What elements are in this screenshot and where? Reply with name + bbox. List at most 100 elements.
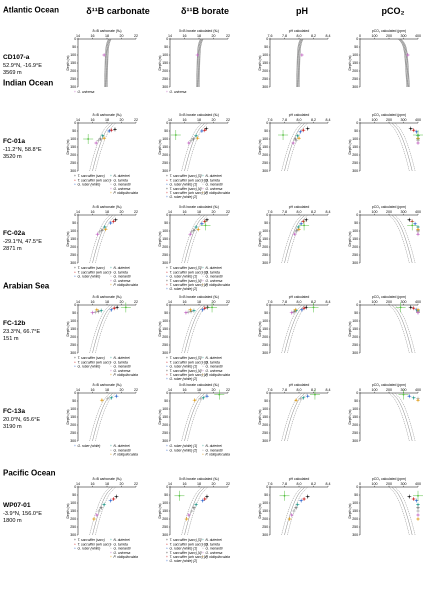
legend-entry: G. menardii xyxy=(114,275,131,279)
y-axis-label: Depth (m) xyxy=(158,231,162,246)
x-tick-label: 14 xyxy=(76,118,80,122)
legend-marker: + xyxy=(202,448,204,452)
y-tick-label: 200 xyxy=(162,423,168,427)
x-tick-label: 16 xyxy=(183,34,187,38)
y-tick-label: 200 xyxy=(352,517,358,521)
data-point xyxy=(100,506,103,509)
y-axis-label: Depth (m) xyxy=(348,139,352,154)
legend-entry: G. menardii xyxy=(114,448,131,452)
model-curve xyxy=(388,214,410,264)
y-tick-label: 300 xyxy=(262,533,268,537)
y-tick-label: 250 xyxy=(70,343,76,347)
y-tick-label: 150 xyxy=(262,237,268,241)
axis-title-bor: δ¹¹B borate calculated (‰) xyxy=(179,29,219,33)
data-point xyxy=(101,229,103,232)
legend-marker: + xyxy=(74,538,76,542)
y-tick-label: 250 xyxy=(162,161,168,165)
legend-entry: T. sacculifer (w/o sacc) [4] xyxy=(170,191,208,195)
data-point xyxy=(189,308,192,311)
y-tick-label: 50 xyxy=(164,493,168,497)
legend-marker: + xyxy=(202,275,204,279)
y-axis-label: Depth (m) xyxy=(66,139,70,154)
y-tick-label: 100 xyxy=(352,229,358,233)
y-tick-label: 250 xyxy=(70,77,76,81)
y-tick-label: 0 xyxy=(74,213,76,217)
y-tick-label: 250 xyxy=(352,525,358,529)
x-tick-label: 16 xyxy=(183,210,187,214)
x-tick-label: 300 xyxy=(401,118,407,122)
data-point xyxy=(417,311,419,314)
y-tick-label: 0 xyxy=(266,391,268,395)
data-point xyxy=(417,518,419,520)
legend-marker: + xyxy=(166,287,168,291)
legend-marker: + xyxy=(202,174,204,178)
data-point xyxy=(303,224,305,227)
legend-entry: T. sacculifer (sacc) [4] xyxy=(170,551,202,555)
x-tick-label: 22 xyxy=(134,482,138,486)
legend-entry: G. menardii xyxy=(206,275,223,279)
model-curve xyxy=(187,392,208,442)
y-tick-label: 0 xyxy=(74,303,76,307)
data-point xyxy=(417,399,419,402)
y-tick-label: 0 xyxy=(356,391,358,395)
legend-marker: + xyxy=(74,266,76,270)
legend-entry: T. sacculifer (sacc) [4] xyxy=(170,369,202,373)
legend-entry: T. sacculifer (sacc) [4] xyxy=(170,279,202,283)
site-name: FC-01a xyxy=(3,138,25,145)
y-tick-label: 150 xyxy=(352,327,358,331)
legend-entry: T. sacculifer (w/o sacc) xyxy=(78,542,111,546)
site-location: 52.9°N, -16.9°E xyxy=(3,63,42,69)
y-tick-label: 150 xyxy=(162,415,168,419)
data-point xyxy=(406,54,409,56)
y-tick-label: 300 xyxy=(162,533,168,537)
legend-entry: N. dutertrei xyxy=(114,538,131,542)
y-tick-label: 300 xyxy=(70,533,76,537)
y-tick-label: 0 xyxy=(266,213,268,217)
y-tick-label: 250 xyxy=(70,253,76,257)
data-point xyxy=(115,395,118,398)
y-tick-label: 250 xyxy=(70,525,76,529)
legend-entry: T. sacculifer (sacc) [3] xyxy=(170,174,202,178)
data-point xyxy=(409,127,412,130)
y-tick-label: 50 xyxy=(264,399,268,403)
y-tick-label: 100 xyxy=(70,229,76,233)
legend-marker: + xyxy=(166,187,168,191)
legend-marker: + xyxy=(110,275,112,279)
model-curve xyxy=(394,304,416,354)
legend-marker: + xyxy=(110,187,112,191)
model-curve xyxy=(281,392,303,442)
data-point xyxy=(303,307,305,310)
legend-marker: + xyxy=(74,360,76,364)
y-axis-label: Depth (m) xyxy=(348,321,352,336)
model-curve xyxy=(199,38,204,88)
model-curve xyxy=(287,304,308,354)
data-point xyxy=(193,309,195,312)
y-tick-label: 0 xyxy=(356,37,358,41)
legend-entry: N. dutertrei xyxy=(206,174,223,178)
model-curve xyxy=(391,392,413,442)
x-tick-label: 16 xyxy=(183,118,187,122)
legend-marker: + xyxy=(74,547,76,551)
site-location: 23.3°N, 66.7°E xyxy=(3,329,40,335)
y-tick-label: 50 xyxy=(72,399,76,403)
y-tick-label: 150 xyxy=(70,145,76,149)
legend-entry: T. sacculifer (w/o sacc) [4] xyxy=(170,555,208,559)
data-point xyxy=(292,142,295,144)
legend-entry: G. menardii xyxy=(114,547,131,551)
data-point xyxy=(201,499,204,502)
legend-entry: P. obliquiloculata xyxy=(114,555,139,559)
y-tick-label: 300 xyxy=(70,169,76,173)
y-tick-label: 150 xyxy=(70,509,76,513)
axis-title-ph: pH calculated xyxy=(289,29,310,33)
legend-marker: + xyxy=(202,279,204,283)
y-axis-label: Depth (m) xyxy=(348,231,352,246)
data-point xyxy=(417,230,419,233)
data-point xyxy=(178,494,181,497)
y-tick-label: 100 xyxy=(162,229,168,233)
data-point xyxy=(302,396,305,399)
legend-entry: G. ruber (white) [1] xyxy=(170,183,198,187)
legend-entry: O. universa xyxy=(114,187,131,191)
model-curve xyxy=(181,392,203,442)
model-curve xyxy=(299,38,304,88)
data-point xyxy=(303,498,305,500)
